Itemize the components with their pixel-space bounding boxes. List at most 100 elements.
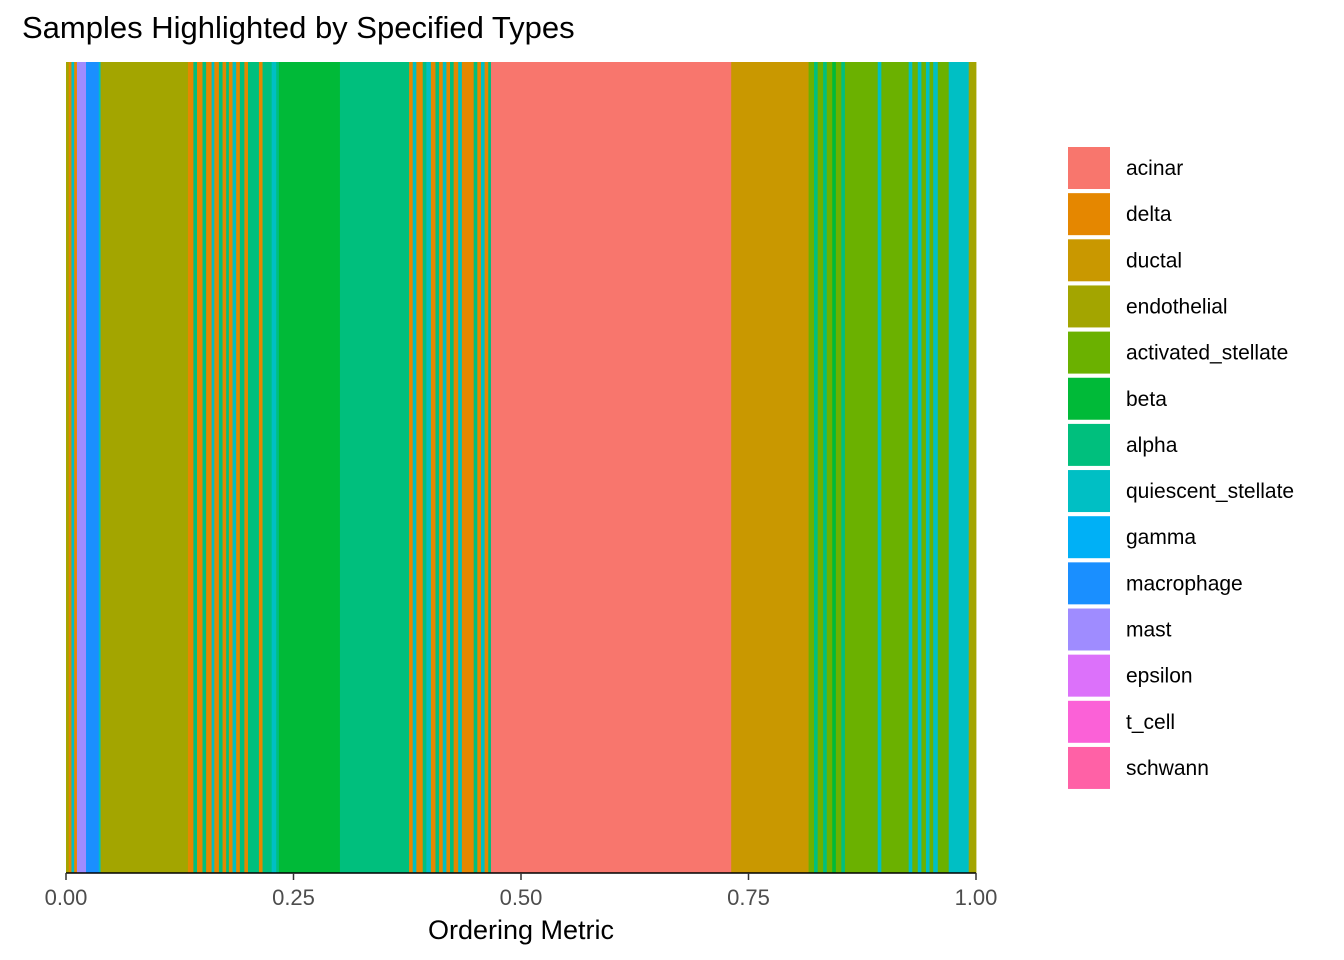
bar-quiescent_stellate-64 xyxy=(917,62,922,873)
bar-delta-10 xyxy=(197,62,203,873)
bar-activated_stellate-69 xyxy=(937,62,950,873)
bar-activated_stellate-67 xyxy=(929,62,934,873)
bar-activated_stellate-65 xyxy=(921,62,927,873)
x-tick-label-0: 0.00 xyxy=(45,885,88,910)
bar-endothelial-0 xyxy=(66,62,70,873)
chart-title: Samples Highlighted by Specified Types xyxy=(22,10,575,45)
bar-quiescent_stellate-6 xyxy=(98,62,101,873)
bar-alpha-11 xyxy=(202,62,207,873)
bar-delta-8 xyxy=(187,62,194,873)
bar-activated_stellate-61 xyxy=(881,62,910,873)
bar-alpha-52 xyxy=(814,62,819,873)
legend-label-mast: mast xyxy=(1126,619,1172,642)
bar-quiescent_stellate-26 xyxy=(271,62,277,873)
bar-alpha-9 xyxy=(193,62,198,873)
legend-key-epsilon xyxy=(1068,654,1110,697)
legend-key-t_cell xyxy=(1068,700,1110,743)
legend-label-activated_stellate: activated_stellate xyxy=(1126,342,1288,365)
legend-label-quiescent_stellate: quiescent_stellate xyxy=(1126,480,1294,503)
bar-delta-3 xyxy=(74,62,78,873)
bar-quiescent_stellate-38 xyxy=(442,62,447,873)
bar-delta-45 xyxy=(477,62,482,873)
legend-label-acinar: acinar xyxy=(1126,157,1183,180)
x-tick-label-3: 0.75 xyxy=(727,885,770,910)
legend-label-macrophage: macrophage xyxy=(1126,572,1243,595)
bar-delta-22 xyxy=(244,62,249,873)
legend-key-schwann xyxy=(1068,746,1110,789)
bar-alpha-36 xyxy=(435,62,440,873)
bar-quiescent_stellate-13 xyxy=(211,62,215,873)
bar-quiescent_stellate-2 xyxy=(71,62,75,873)
bar-delta-12 xyxy=(206,62,212,873)
x-axis: 0.00 0.25 0.50 0.75 1.00 Ordering Metric xyxy=(45,872,998,945)
bar-activated_stellate-51 xyxy=(808,62,815,873)
legend-label-alpha: alpha xyxy=(1126,434,1178,457)
bar-endothelial-7 xyxy=(100,62,189,873)
legend-label-endothelial: endothelial xyxy=(1126,295,1228,318)
bar-quiescent_stellate-31 xyxy=(412,62,417,873)
bar-delta-47 xyxy=(484,62,489,873)
legend-label-delta: delta xyxy=(1126,203,1172,226)
legend-label-schwann: schwann xyxy=(1126,757,1209,780)
x-tick-label-4: 1.00 xyxy=(955,885,998,910)
bar-delta-32 xyxy=(416,62,424,873)
bar-alpha-17 xyxy=(226,62,230,873)
bar-beta-56 xyxy=(832,62,837,873)
bar-quiescent_stellate-70 xyxy=(948,62,970,873)
bar-endothelial-71 xyxy=(968,62,977,873)
bar-alpha-15 xyxy=(218,62,223,873)
bar-alpha-48 xyxy=(488,62,492,873)
bar-alpha-33 xyxy=(422,62,427,873)
bar-delta-35 xyxy=(430,62,436,873)
bar-mast-4 xyxy=(76,62,87,873)
bar-activated_stellate-53 xyxy=(817,62,824,873)
bar-alpha-44 xyxy=(473,62,478,873)
bar-delta-20 xyxy=(236,62,241,873)
bar-beta-28 xyxy=(278,62,341,873)
bar-alpha-23 xyxy=(248,62,260,873)
legend-key-activated_stellate xyxy=(1068,331,1110,374)
bar-delta-39 xyxy=(446,62,451,873)
bar-delta-37 xyxy=(439,62,444,873)
legend-key-gamma xyxy=(1068,516,1110,559)
bar-activated_stellate-57 xyxy=(835,62,842,873)
bar-delta-16 xyxy=(222,62,227,873)
legend-key-delta xyxy=(1068,193,1110,236)
legend-key-endothelial xyxy=(1068,285,1110,328)
bar-acinar-49 xyxy=(490,62,732,873)
legend-key-beta xyxy=(1068,377,1110,420)
legend-label-ductal: ductal xyxy=(1126,249,1182,272)
x-tick-label-2: 0.50 xyxy=(500,885,543,910)
bar-activated_stellate-55 xyxy=(826,62,833,873)
bar-alpha-58 xyxy=(841,62,846,873)
bar-quiescent_stellate-68 xyxy=(933,62,939,873)
x-tick-label-1: 0.25 xyxy=(272,885,315,910)
bar-quiescent_stellate-66 xyxy=(925,62,930,873)
bar-delta-43 xyxy=(461,62,475,873)
legend-label-t_cell: t_cell xyxy=(1126,711,1175,734)
bars-group xyxy=(66,62,977,873)
bar-alpha-40 xyxy=(450,62,455,873)
bar-quiescent_stellate-46 xyxy=(480,62,485,873)
bar-quiescent_stellate-42 xyxy=(458,62,463,873)
bar-ductal-50 xyxy=(731,62,809,873)
bar-delta-1 xyxy=(68,62,72,873)
bar-alpha-21 xyxy=(239,62,245,873)
legend-label-beta: beta xyxy=(1126,388,1167,411)
bar-activated_stellate-59 xyxy=(844,62,879,873)
bar-delta-41 xyxy=(453,62,459,873)
bar-quiescent_stellate-60 xyxy=(877,62,882,873)
x-axis-title: Ordering Metric xyxy=(428,915,614,945)
legend: acinar delta ductal endothelial activated_st… xyxy=(1068,147,1294,789)
bar-quiescent_stellate-19 xyxy=(232,62,237,873)
bar-macrophage-5 xyxy=(86,62,100,873)
legend-key-quiescent_stellate xyxy=(1068,470,1110,513)
bar-delta-14 xyxy=(214,62,220,873)
legend-key-mast xyxy=(1068,608,1110,651)
bar-activated_stellate-63 xyxy=(912,62,919,873)
legend-label-epsilon: epsilon xyxy=(1126,665,1193,688)
bar-delta-24 xyxy=(258,62,263,873)
bar-alpha-29 xyxy=(339,62,410,873)
legend-key-macrophage xyxy=(1068,562,1110,605)
